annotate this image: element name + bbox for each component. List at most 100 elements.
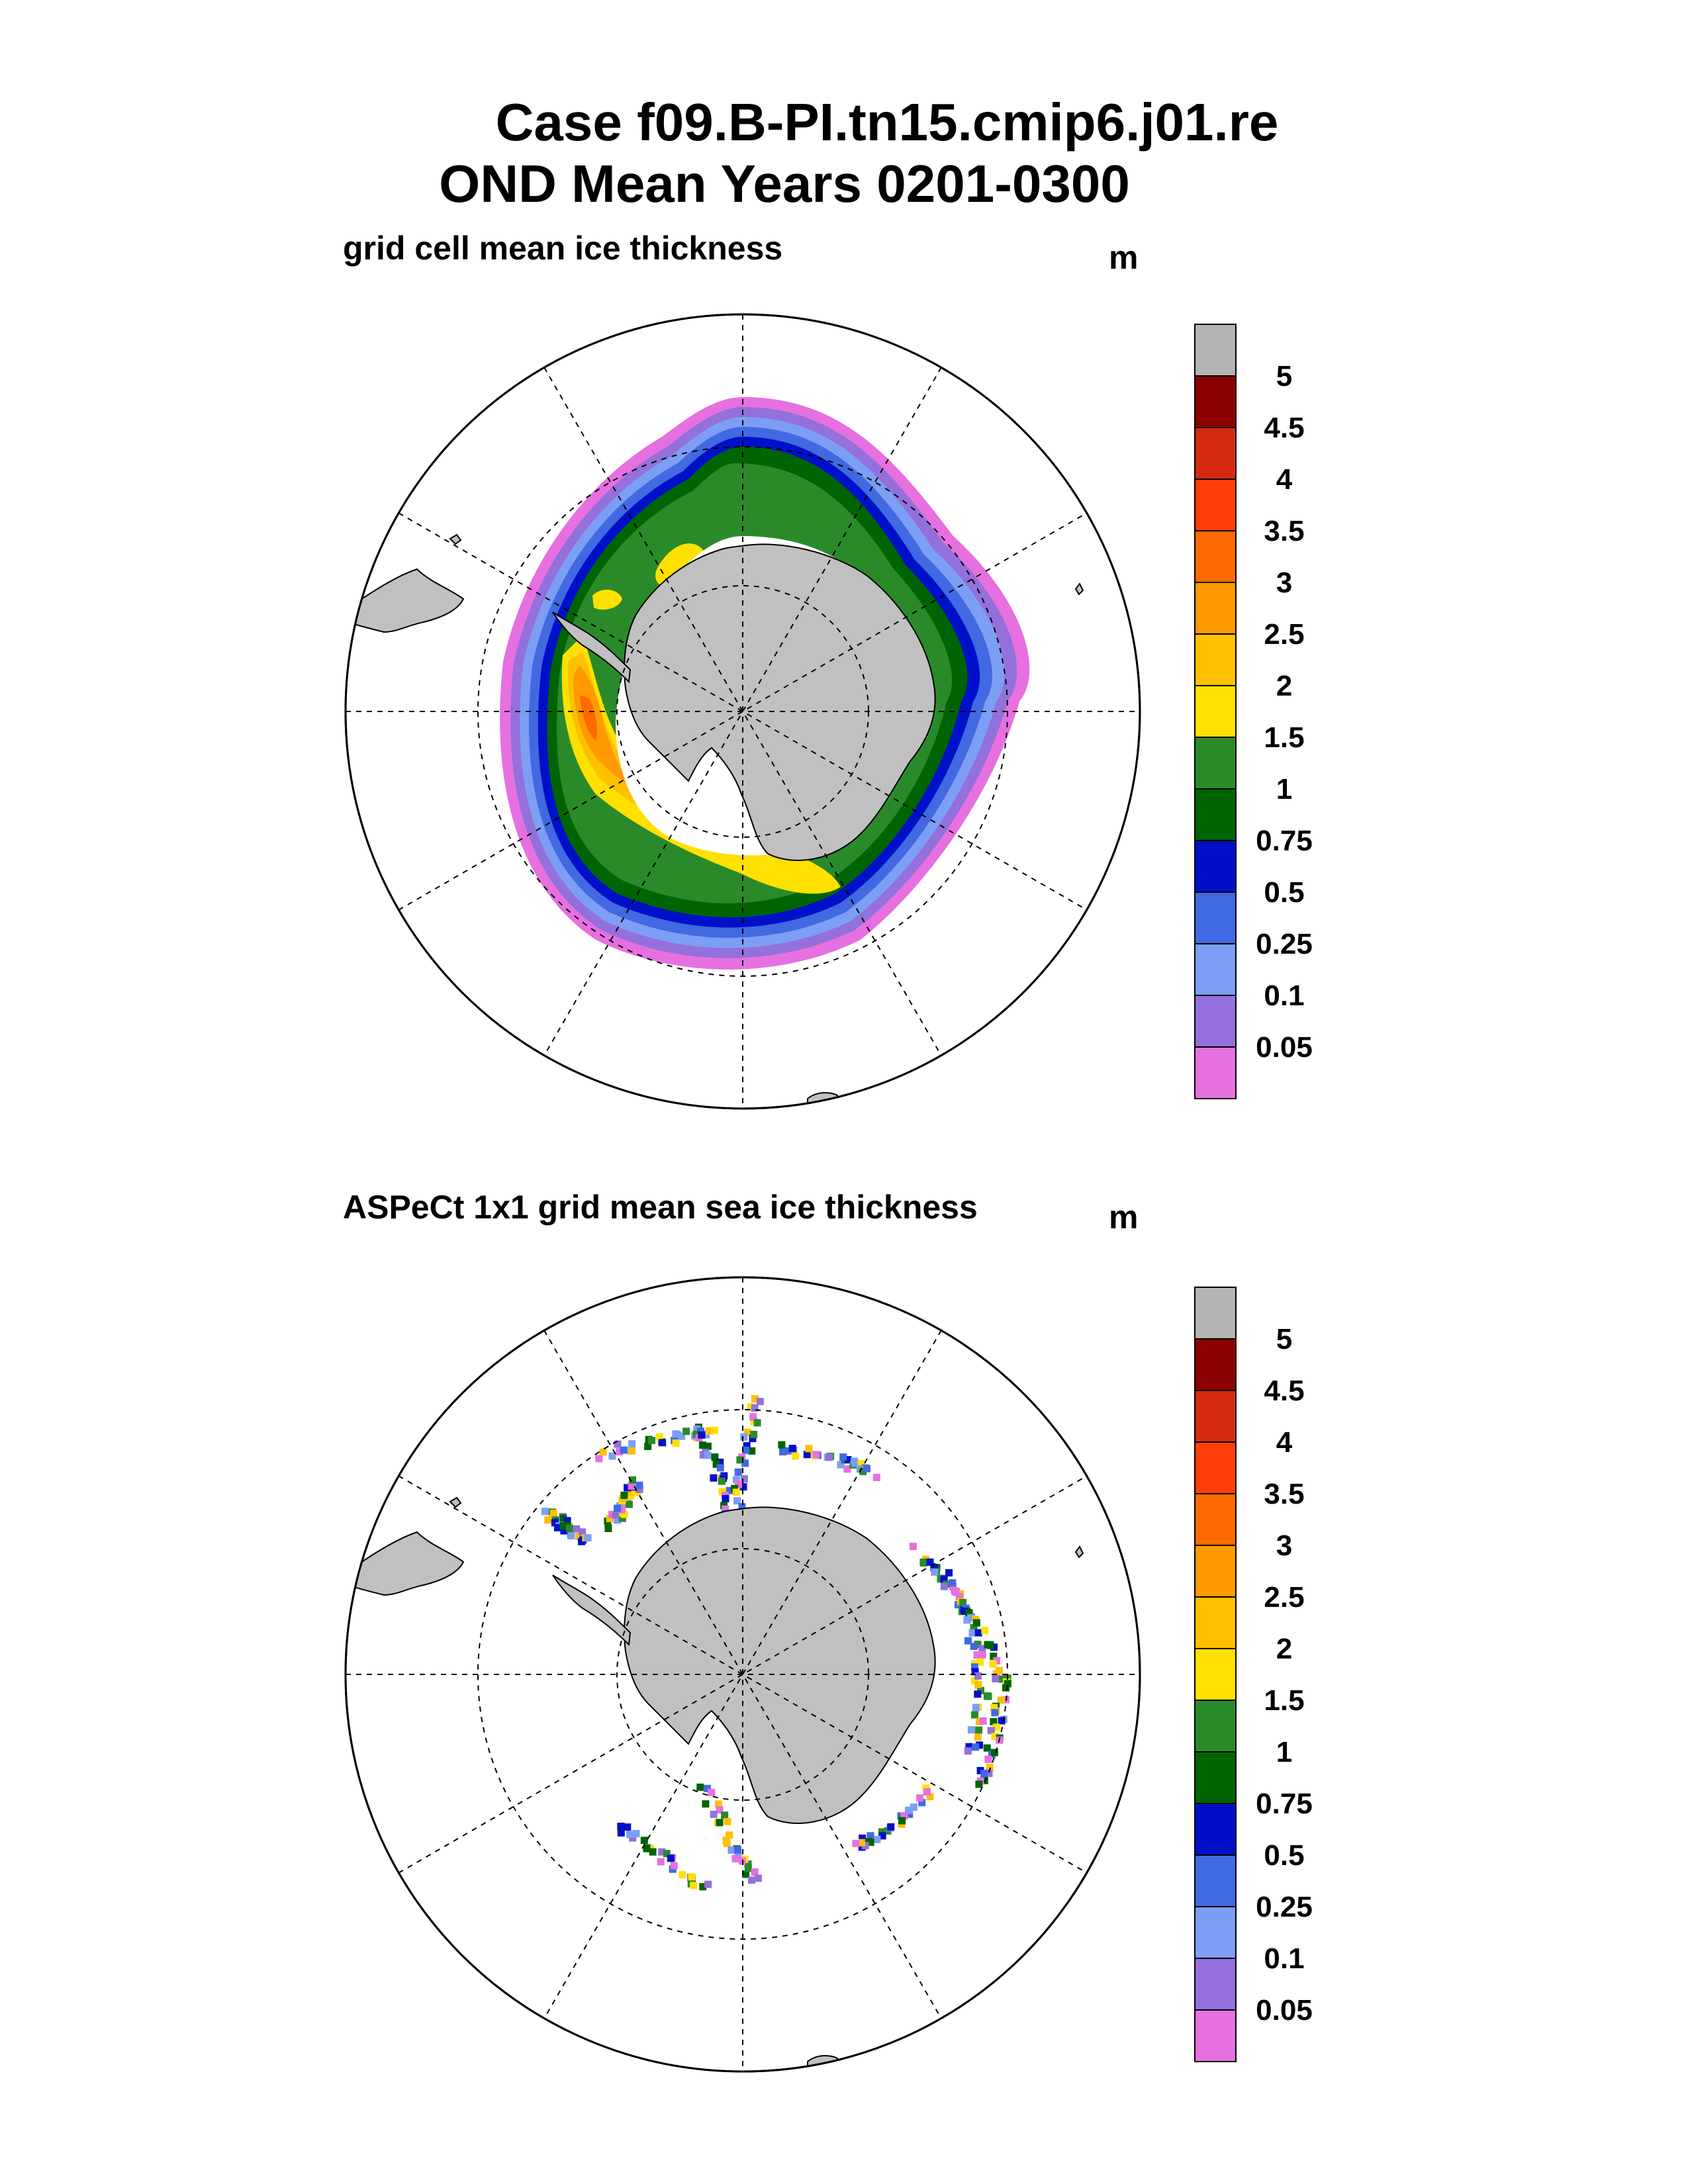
observation-cell: [649, 1848, 657, 1856]
observation-cell: [963, 1616, 971, 1624]
observation-cell: [910, 1543, 917, 1551]
observation-cell: [710, 1474, 718, 1482]
colorbar-label: 0.05: [1256, 1031, 1313, 1064]
observation-cell: [959, 1599, 967, 1606]
observation-cell: [878, 1828, 886, 1836]
observation-cell: [696, 1784, 704, 1791]
colorbar-label: 2: [1276, 1633, 1292, 1665]
observation-cell: [659, 1439, 667, 1447]
observation-cell: [559, 1514, 567, 1522]
observation-cell: [992, 1675, 1000, 1682]
observation-cell: [923, 1788, 931, 1796]
observation-cell: [984, 1692, 992, 1700]
observation-cell: [970, 1663, 978, 1671]
observation-cell: [753, 1419, 761, 1427]
observation-cell: [985, 1769, 993, 1777]
observation-cell: [919, 1558, 927, 1566]
observation-cell: [990, 1749, 998, 1756]
observation-cell: [843, 1465, 851, 1473]
observation-cell: [983, 1744, 991, 1752]
observation-cell: [635, 1481, 643, 1489]
south-america-land: [347, 568, 465, 633]
observation-cell: [861, 1842, 869, 1850]
observation-cell: [657, 1858, 665, 1866]
observation-cell: [905, 1806, 913, 1814]
observation-cell: [617, 1823, 625, 1830]
observation-cell: [704, 1880, 712, 1888]
observation-cell: [743, 1428, 751, 1436]
observation-cell: [563, 1517, 571, 1525]
observation-cell: [981, 1627, 989, 1635]
observation-cell: [604, 1525, 612, 1532]
south-america-land-2: [347, 1531, 465, 1596]
observation-cell: [744, 1860, 752, 1868]
colorbar-swatch: [1194, 1493, 1237, 1546]
observation-cell: [716, 1806, 724, 1814]
observation-cell: [718, 1477, 726, 1485]
observation-cell: [727, 1846, 735, 1854]
observation-cell: [567, 1532, 575, 1539]
observation-cell: [926, 1558, 934, 1566]
observation-cell: [998, 1675, 1006, 1683]
observation-cell: [940, 1575, 948, 1583]
observation-cell: [949, 1579, 957, 1587]
observation-cell: [974, 1690, 982, 1698]
colorbar-swatch: [1194, 1441, 1237, 1494]
observation-cell: [699, 1883, 707, 1891]
observation-cell: [599, 1448, 607, 1456]
observation-cell: [867, 1839, 874, 1846]
observation-cell: [976, 1741, 984, 1749]
colorbar-swatch: [1194, 1648, 1237, 1701]
observation-cell: [549, 1510, 557, 1517]
panel1-graticule: [346, 314, 1140, 1109]
colorbar-swatch: [1194, 530, 1237, 583]
observation-cell: [990, 1718, 998, 1725]
observation-cell: [618, 1514, 626, 1522]
observation-cell: [978, 1645, 986, 1653]
colorbar-label: 0.05: [1256, 1994, 1313, 2026]
observation-cell: [955, 1593, 963, 1600]
colorbar-swatch: [1194, 324, 1237, 377]
observation-cell: [859, 1835, 867, 1842]
panel1-units: m: [1109, 239, 1139, 276]
observation-cell: [857, 1460, 865, 1468]
panel1-subtitle: grid cell mean ice thickness: [343, 230, 783, 267]
observation-cell: [578, 1537, 585, 1545]
observation-cell: [990, 1653, 998, 1661]
observation-cell: [620, 1446, 628, 1454]
observation-cell: [751, 1868, 759, 1876]
panel2-subtitle: ASPeCt 1x1 grid mean sea ice thickness: [343, 1189, 978, 1226]
observation-cell: [614, 1516, 622, 1524]
antarctic-peninsula-2: [552, 1574, 632, 1647]
observation-cell: [873, 1835, 881, 1843]
colorbar-swatch: [1194, 737, 1237, 790]
colorbar-swatch: [1194, 685, 1237, 738]
colorbar-swatch: [1194, 1854, 1237, 1907]
observation-cell: [672, 1439, 680, 1447]
observation-cell: [626, 1831, 634, 1839]
observation-cell: [751, 1395, 759, 1403]
observation-cell: [779, 1448, 786, 1456]
observation-cell: [723, 1839, 731, 1847]
main-title-line2: OND Mean Years 0201-0300: [439, 154, 1130, 213]
observation-cell: [584, 1534, 592, 1542]
observation-cell: [616, 1448, 624, 1456]
observation-cell: [716, 1464, 724, 1472]
observation-cell: [670, 1862, 678, 1870]
colorbar-label: 4.5: [1264, 1375, 1304, 1407]
observation-cell: [756, 1398, 764, 1406]
colorbar-label: 0.5: [1264, 876, 1304, 909]
colorbar-label: 3: [1276, 567, 1292, 599]
observation-cell: [704, 1442, 712, 1450]
observation-cell: [754, 1874, 762, 1882]
observation-cell: [965, 1743, 973, 1751]
observation-cell: [554, 1524, 561, 1531]
observation-cell: [704, 1451, 712, 1459]
observation-cell: [961, 1607, 969, 1615]
colorbar-label: 0.1: [1264, 979, 1304, 1012]
observation-cell: [741, 1459, 749, 1467]
colorbar-swatch: [1194, 1338, 1237, 1391]
observation-cell: [743, 1442, 751, 1450]
island-6: [1074, 1545, 1084, 1559]
